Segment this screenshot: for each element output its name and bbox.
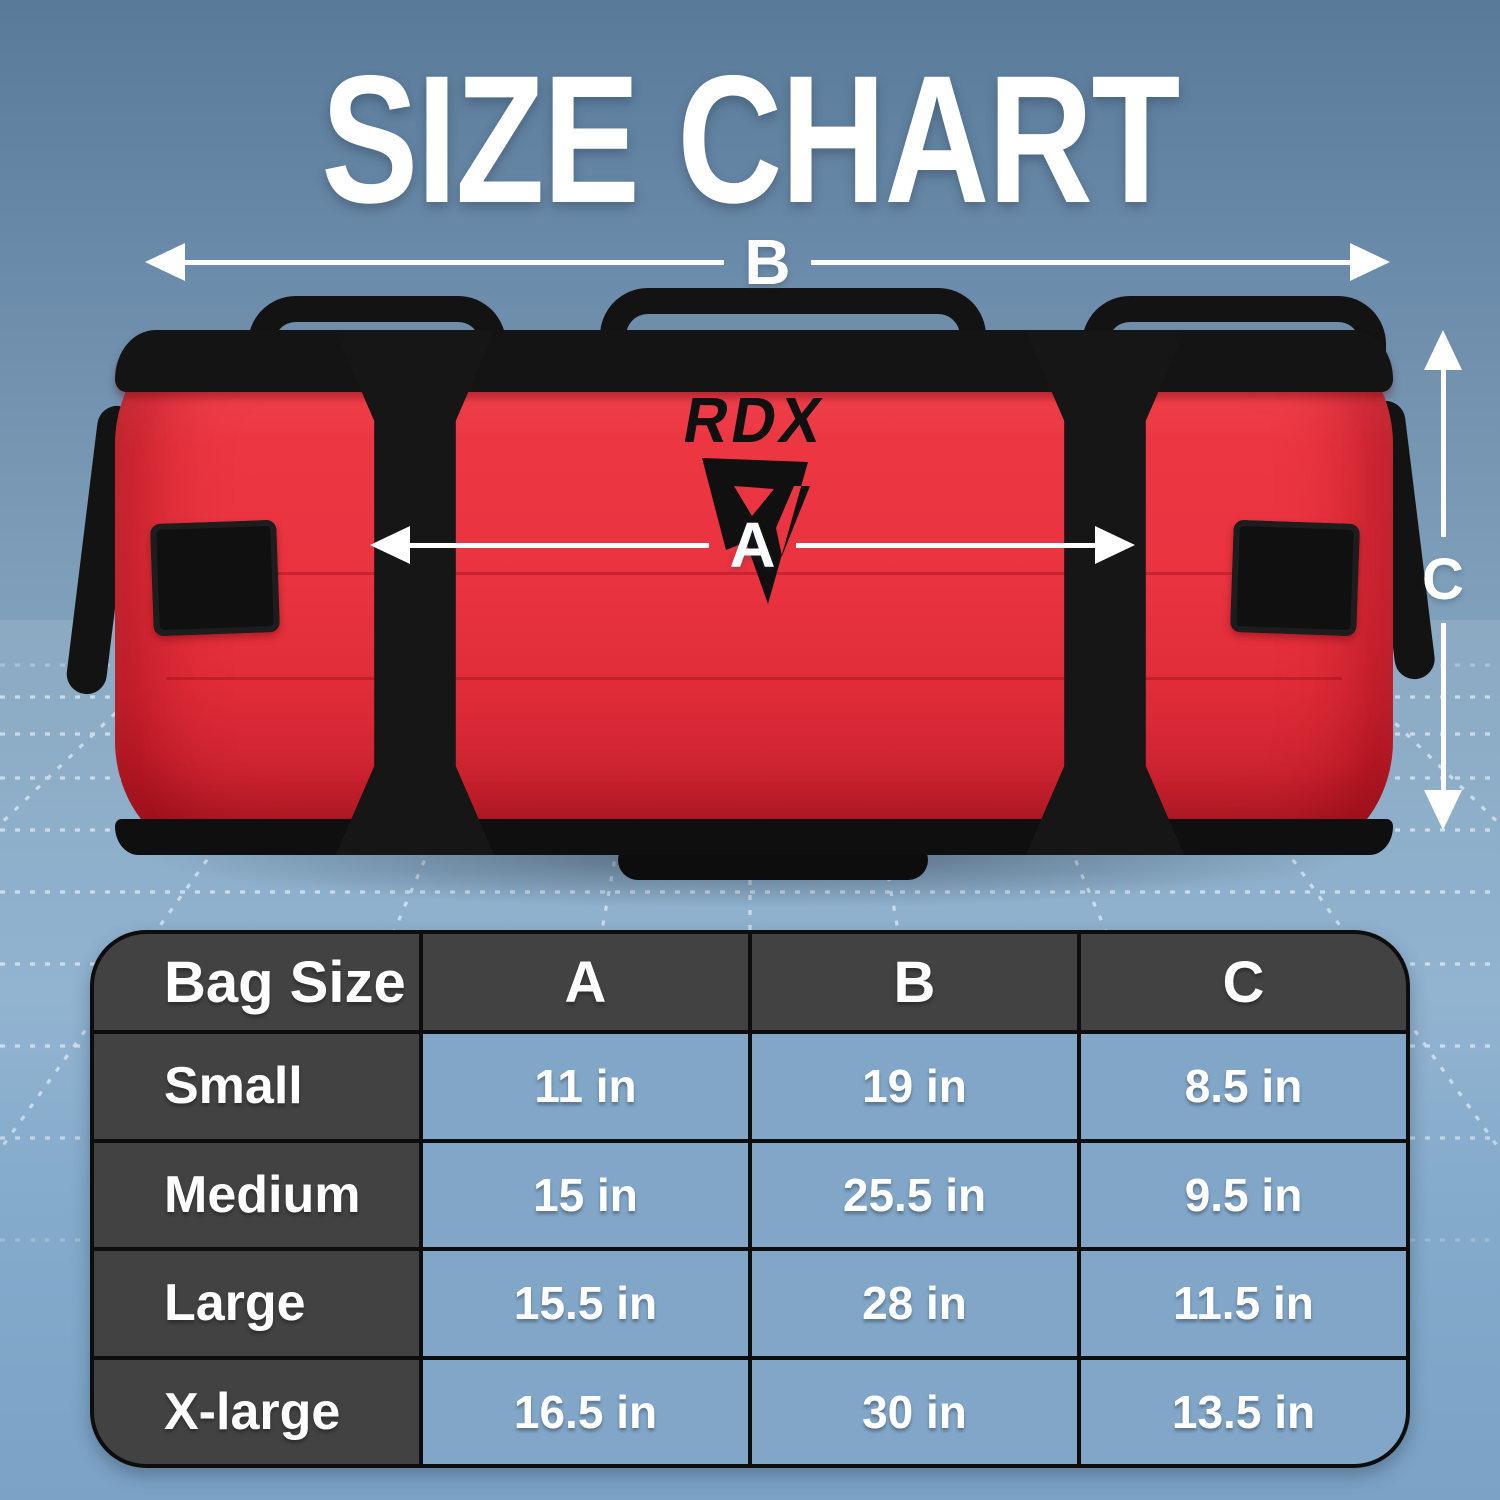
page-title: SIZE CHART <box>0 48 1500 230</box>
velcro-patch-right <box>1230 519 1360 637</box>
velcro-patch-left <box>150 519 280 637</box>
bag-top-trim <box>115 330 1393 392</box>
table-cell: 13.5 in <box>1081 1359 1406 1464</box>
table-cell: 30 in <box>752 1359 1077 1464</box>
dimension-label-a: A <box>729 509 776 581</box>
table-cell: 28 in <box>752 1251 1077 1356</box>
arrowhead-left-icon <box>145 243 185 281</box>
brand-wordmark: RDX <box>678 384 832 456</box>
arrow-line <box>1440 370 1446 537</box>
arrow-line <box>810 259 1350 265</box>
brand-logo: RDX <box>585 384 925 606</box>
bag-bottom-trim <box>115 819 1393 855</box>
sandbag-body <box>115 330 1393 855</box>
arrowhead-right-icon <box>1350 243 1390 281</box>
table-cell: 15.5 in <box>423 1251 748 1356</box>
table-cell: 25.5 in <box>752 1142 1077 1247</box>
arrowhead-right-icon <box>1095 526 1135 564</box>
rdx-emblem-icon <box>702 458 810 604</box>
table-cell: 9.5 in <box>1081 1142 1406 1247</box>
arrowhead-up-icon <box>1424 330 1462 370</box>
table-row-label: Medium <box>94 1142 419 1247</box>
arrowhead-down-icon <box>1424 790 1462 830</box>
table-cell: 11 in <box>423 1034 748 1139</box>
table-cell: 8.5 in <box>1081 1034 1406 1139</box>
table-header-bag-size: Bag Size <box>94 934 419 1030</box>
size-table: Bag Size A B C Small 11 in 19 in 8.5 in … <box>90 930 1410 1468</box>
arrowhead-left-icon <box>370 526 410 564</box>
table-row-label: Small <box>94 1034 419 1139</box>
table-cell: 16.5 in <box>423 1359 748 1464</box>
bag-seam <box>166 571 1342 575</box>
table-row-label: X-large <box>94 1359 419 1464</box>
bag-seam <box>166 676 1342 680</box>
table-header-c: C <box>1081 934 1406 1030</box>
dimension-label-c: C <box>1422 547 1464 612</box>
page-title-text: SIZE CHART <box>321 37 1180 241</box>
dimension-label-b: B <box>744 226 791 298</box>
table-header-a: A <box>423 934 748 1030</box>
table-header-b: B <box>752 934 1077 1030</box>
dimension-arrow-b: B <box>145 224 1390 300</box>
table-cell: 11.5 in <box>1081 1251 1406 1356</box>
table-row-label: Large <box>94 1251 419 1356</box>
table-cell: 19 in <box>752 1034 1077 1139</box>
arrow-line <box>410 542 710 548</box>
arrow-line <box>1440 623 1446 790</box>
table-cell: 15 in <box>423 1142 748 1247</box>
arrow-line <box>185 259 725 265</box>
dimension-arrow-a: A <box>370 507 1135 583</box>
dimension-arrow-c: C <box>1414 330 1472 830</box>
arrow-line <box>795 542 1095 548</box>
